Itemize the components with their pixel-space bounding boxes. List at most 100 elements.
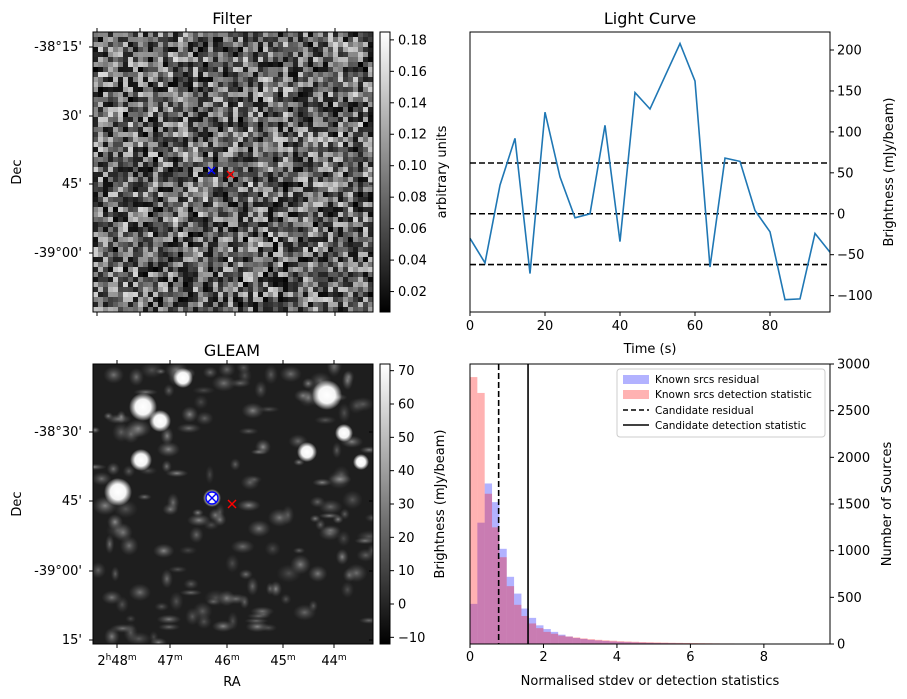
filter-pixel — [263, 87, 269, 93]
histogram-xtick-label: 2 — [539, 650, 547, 665]
filter-pixel — [93, 127, 99, 133]
filter-pixel — [253, 62, 259, 68]
gleam-noise-blob — [156, 441, 181, 458]
filter-pixel — [193, 92, 199, 98]
filter-pixel — [113, 157, 119, 163]
filter-pixel — [318, 72, 324, 78]
filter-pixel — [148, 227, 154, 233]
filter-pixel — [223, 302, 229, 308]
filter-pixel — [143, 112, 149, 118]
filter-pixel — [363, 67, 369, 73]
filter-pixel — [228, 212, 234, 218]
filter-pixel — [208, 32, 214, 38]
filter-pixel — [293, 252, 299, 258]
filter-pixel — [173, 57, 179, 63]
filter-pixel — [258, 97, 264, 103]
filter-pixel — [203, 107, 209, 113]
filter-pixel — [223, 92, 229, 98]
filter-pixel — [203, 202, 209, 208]
filter-pixel — [338, 62, 344, 68]
filter-pixel — [328, 157, 334, 163]
filter-pixel — [128, 167, 134, 173]
filter-pixel — [138, 177, 144, 183]
filter-pixel — [188, 167, 194, 173]
filter-pixel — [253, 82, 259, 88]
filter-pixel — [148, 137, 154, 143]
filter-pixel — [318, 77, 324, 83]
filter-pixel — [178, 292, 184, 298]
filter-pixel — [348, 102, 354, 108]
filter-pixel — [288, 192, 294, 198]
filter-pixel — [313, 217, 319, 223]
filter-pixel — [223, 62, 229, 68]
filter-pixel — [193, 87, 199, 93]
filter-pixel — [178, 257, 184, 263]
filter-pixel — [188, 102, 194, 108]
filter-pixel — [203, 127, 209, 133]
filter-pixel — [248, 152, 254, 158]
filter-pixel — [248, 122, 254, 128]
filter-pixel — [338, 102, 344, 108]
filter-pixel — [168, 142, 174, 148]
filter-pixel — [218, 187, 224, 193]
filter-pixel — [98, 47, 104, 53]
filter-pixel — [238, 207, 244, 213]
filter-pixel — [163, 207, 169, 213]
filter-pixel — [258, 52, 264, 58]
filter-pixel — [213, 202, 219, 208]
filter-pixel — [233, 142, 239, 148]
filter-pixel — [128, 172, 134, 178]
filter-pixel — [183, 37, 189, 43]
filter-pixel — [178, 107, 184, 113]
filter-pixel — [228, 42, 234, 48]
filter-pixel — [218, 57, 224, 63]
filter-pixel — [133, 222, 139, 228]
histogram-xtick-label: 6 — [686, 650, 694, 665]
filter-pixel — [338, 47, 344, 53]
filter-pixel — [93, 107, 99, 113]
filter-pixel — [263, 167, 269, 173]
filter-pixel — [178, 187, 184, 193]
filter-pixel — [133, 297, 139, 303]
filter-pixel — [363, 102, 369, 108]
filter-pixel — [138, 212, 144, 218]
filter-pixel — [273, 107, 279, 113]
filter-pixel — [323, 157, 329, 163]
filter-pixel — [228, 287, 234, 293]
filter-pixel — [148, 212, 154, 218]
filter-pixel — [208, 252, 214, 258]
filter-pixel — [303, 82, 309, 88]
gleam-noise-blob — [156, 614, 182, 624]
filter-pixel — [113, 267, 119, 273]
filter-pixel — [288, 92, 294, 98]
filter-pixel — [93, 172, 99, 178]
filter-pixel — [298, 62, 304, 68]
filter-pixel — [123, 177, 129, 183]
filter-pixel — [128, 32, 134, 38]
filter-pixel — [128, 142, 134, 148]
filter-pixel — [308, 132, 314, 138]
histogram-bar-residual — [580, 638, 588, 644]
filter-pixel — [218, 182, 224, 188]
colorbar-tick-label: 70 — [398, 364, 415, 379]
filter-pixel — [278, 112, 284, 118]
filter-pixel — [283, 42, 289, 48]
filter-pixel — [263, 42, 269, 48]
filter-pixel — [168, 307, 174, 313]
gleam-noise-blob — [163, 383, 175, 398]
gleam-noise-blob — [122, 465, 136, 478]
gleam-faint-structure — [93, 364, 373, 644]
filter-pixel — [368, 247, 374, 253]
filter-pixel — [238, 97, 244, 103]
gleam-ylabel: Dec — [10, 491, 25, 516]
filter-pixel — [353, 107, 359, 113]
filter-pixel — [163, 192, 169, 198]
filter-pixel — [98, 157, 104, 163]
filter-pixel — [98, 42, 104, 48]
filter-pixel — [253, 242, 259, 248]
filter-pixel — [308, 282, 314, 288]
filter-pixel — [188, 97, 194, 103]
filter-pixel — [173, 87, 179, 93]
filter-pixel — [218, 202, 224, 208]
filter-pixel — [113, 207, 119, 213]
